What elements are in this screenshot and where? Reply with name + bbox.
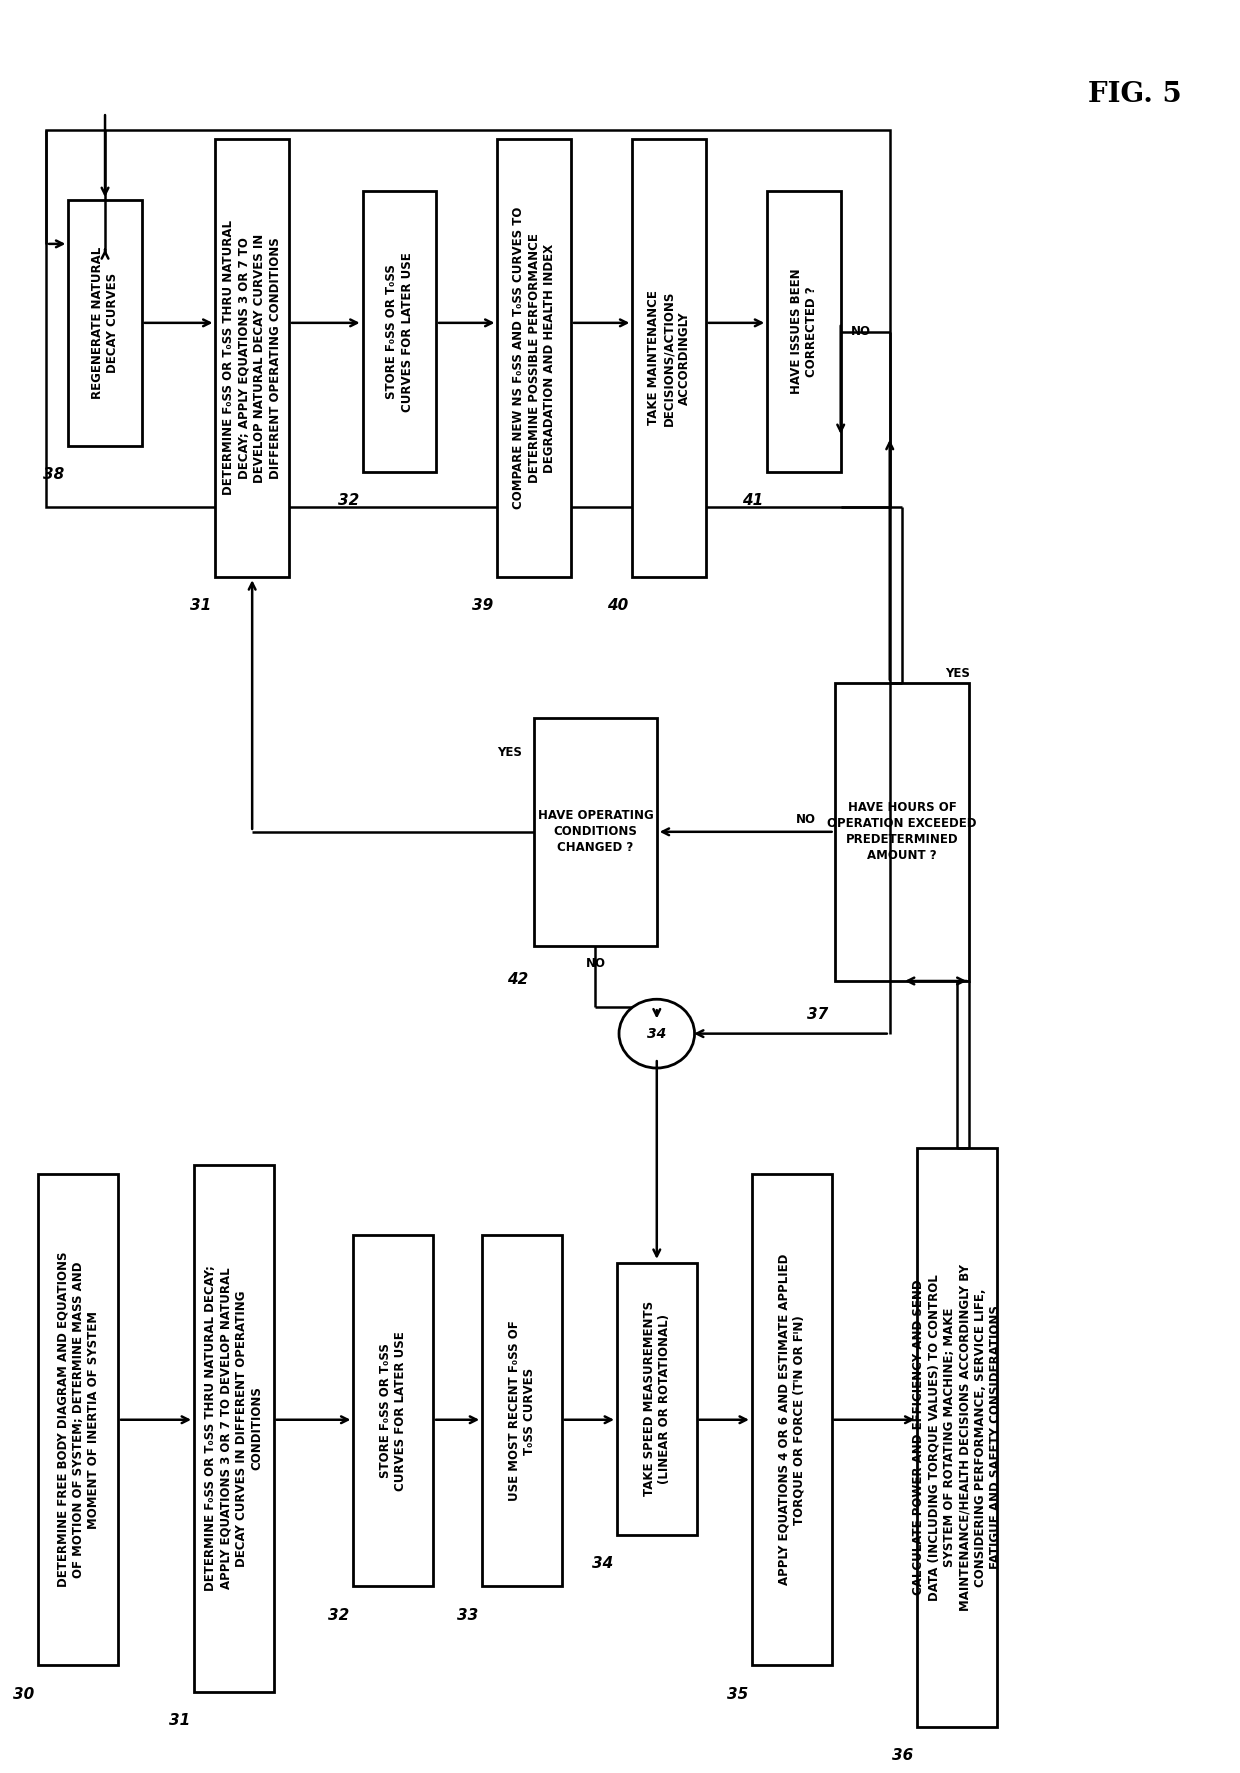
Text: COMPARE NEW NS F₀SS AND T₀SS CURVES TO
DETERMINE POSSIBLE PERFORMANCE
DEGRADATIO: COMPARE NEW NS F₀SS AND T₀SS CURVES TO D…: [512, 207, 557, 509]
Text: NO: NO: [851, 324, 870, 339]
Text: 34: 34: [591, 1555, 614, 1571]
Text: 30: 30: [14, 1686, 35, 1702]
Text: YES: YES: [945, 667, 970, 681]
Text: 34: 34: [647, 1027, 666, 1041]
FancyBboxPatch shape: [216, 138, 289, 578]
Text: REGENERATE NATURAL
DECAY CURVES: REGENERATE NATURAL DECAY CURVES: [91, 246, 119, 399]
FancyBboxPatch shape: [768, 191, 841, 472]
FancyBboxPatch shape: [632, 138, 706, 578]
FancyBboxPatch shape: [193, 1165, 274, 1691]
Text: DETERMINE F₀SS OR T₀SS THRU NATURAL DECAY;
APPLY EQUATIONS 3 OR 7 TO DEVELOP NAT: DETERMINE F₀SS OR T₀SS THRU NATURAL DECA…: [205, 1266, 264, 1592]
Text: DETERMINE FREE BODY DIAGRAM AND EQUATIONS
OF MOTION OF SYSTEM; DETERMINE MASS AN: DETERMINE FREE BODY DIAGRAM AND EQUATION…: [56, 1252, 100, 1587]
FancyBboxPatch shape: [534, 718, 657, 945]
Text: STORE F₀SS OR T₀SS
CURVES FOR LATER USE: STORE F₀SS OR T₀SS CURVES FOR LATER USE: [386, 252, 414, 411]
Text: HAVE ISSUES BEEN
CORRECTED ?: HAVE ISSUES BEEN CORRECTED ?: [790, 269, 818, 394]
Text: 35: 35: [727, 1686, 748, 1702]
Text: TAKE SPEED MEASUREMENTS
(LINEAR OR ROTATIONAL): TAKE SPEED MEASUREMENTS (LINEAR OR ROTAT…: [642, 1301, 671, 1496]
Text: HAVE HOURS OF
OPERATION EXCEEDED
PREDETERMINED
AMOUNT ?: HAVE HOURS OF OPERATION EXCEEDED PREDETE…: [827, 801, 977, 862]
FancyBboxPatch shape: [353, 1236, 433, 1587]
Text: DETERMINE F₀SS OR T₀SS THRU NATURAL
DECAY; APPLY EQUATIONS 3 OR 7 TO
DEVELOP NAT: DETERMINE F₀SS OR T₀SS THRU NATURAL DECA…: [222, 220, 281, 495]
FancyBboxPatch shape: [482, 1236, 562, 1587]
Text: USE MOST RECENT F₀SS OF
T₀SS CURVES: USE MOST RECENT F₀SS OF T₀SS CURVES: [507, 1321, 536, 1502]
Text: 39: 39: [472, 599, 494, 613]
Text: 33: 33: [458, 1608, 479, 1622]
Ellipse shape: [619, 1000, 694, 1067]
Text: STORE F₀SS OR T₀SS
CURVES FOR LATER USE: STORE F₀SS OR T₀SS CURVES FOR LATER USE: [379, 1332, 408, 1491]
FancyBboxPatch shape: [68, 200, 141, 445]
Text: 42: 42: [507, 972, 528, 988]
Text: 40: 40: [608, 599, 629, 613]
Text: 32: 32: [337, 493, 358, 509]
Text: HAVE OPERATING
CONDITIONS
CHANGED ?: HAVE OPERATING CONDITIONS CHANGED ?: [538, 808, 653, 855]
FancyBboxPatch shape: [38, 1174, 118, 1665]
Text: 41: 41: [743, 493, 764, 509]
FancyBboxPatch shape: [362, 191, 436, 472]
FancyBboxPatch shape: [918, 1147, 997, 1727]
FancyBboxPatch shape: [497, 138, 570, 578]
Text: APPLY EQUATIONS 4 OR 6 AND ESTIMATE APPLIED
TORQUE OR FORCE (TᴵN OR FᴵN): APPLY EQUATIONS 4 OR 6 AND ESTIMATE APPL…: [777, 1254, 806, 1585]
Text: 32: 32: [329, 1608, 350, 1622]
FancyBboxPatch shape: [751, 1174, 832, 1665]
Text: NO: NO: [796, 814, 816, 826]
Text: NO: NO: [585, 957, 605, 970]
Text: 38: 38: [43, 466, 64, 482]
FancyBboxPatch shape: [835, 683, 970, 980]
Text: 31: 31: [169, 1713, 190, 1729]
Text: 31: 31: [191, 599, 212, 613]
Text: 36: 36: [893, 1748, 914, 1762]
Text: CALCULATE POWER AND EFFICIENCY AND SEND
DATA (INCLUDING TORQUE VALUES) TO CONTRO: CALCULATE POWER AND EFFICIENCY AND SEND …: [911, 1264, 1002, 1612]
Text: FIG. 5: FIG. 5: [1087, 82, 1182, 108]
Text: 37: 37: [807, 1007, 828, 1023]
FancyBboxPatch shape: [618, 1262, 697, 1535]
Text: YES: YES: [497, 746, 522, 759]
Text: TAKE MAINTENANCE
DECISIONS/ACTIONS
ACCORDINGLY: TAKE MAINTENANCE DECISIONS/ACTIONS ACCOR…: [647, 291, 691, 426]
